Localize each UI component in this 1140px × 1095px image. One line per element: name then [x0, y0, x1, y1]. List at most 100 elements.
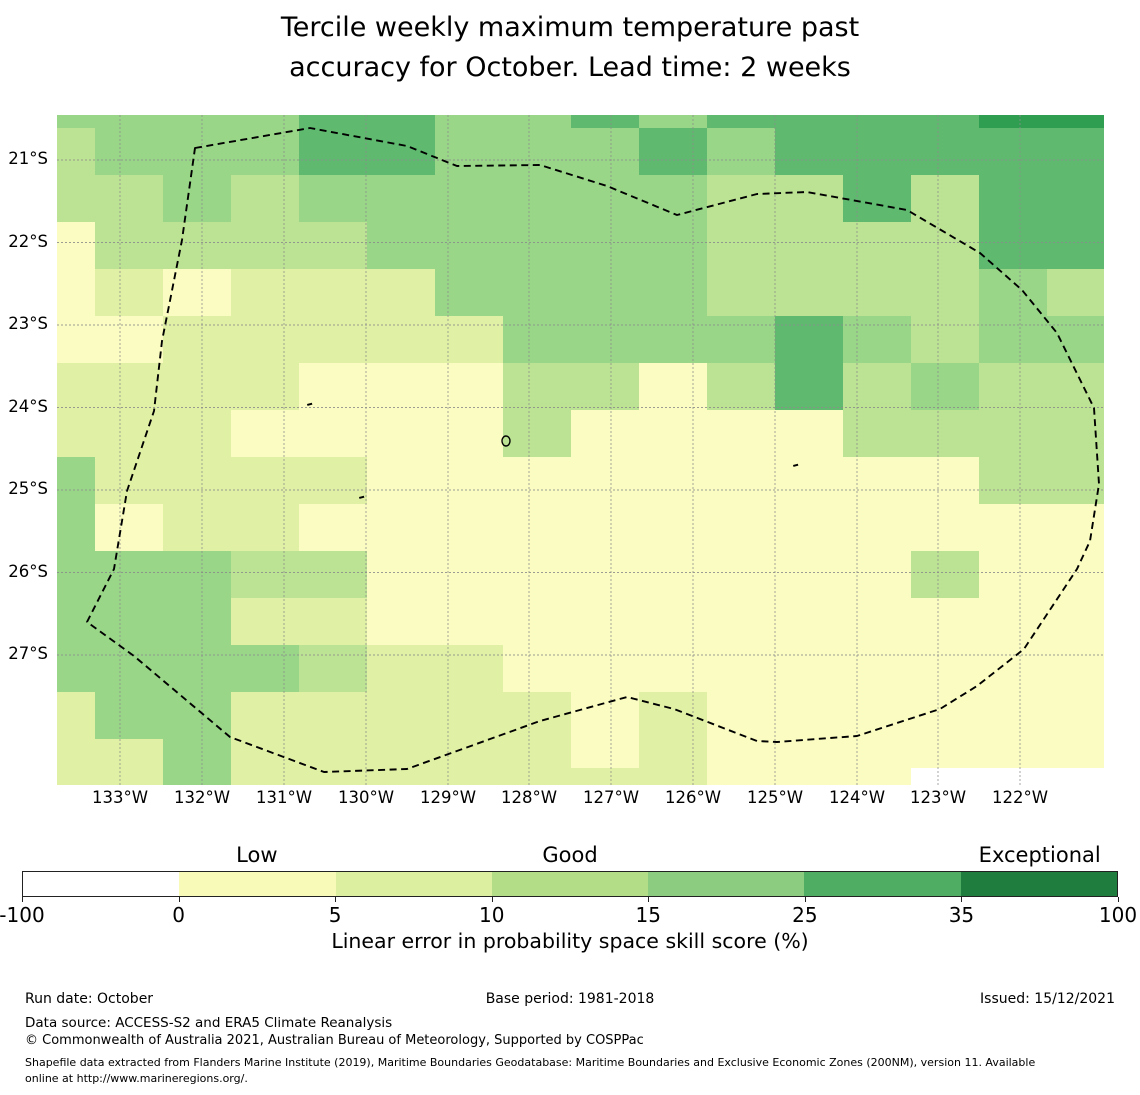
heatmap-cell: [95, 768, 163, 785]
heatmap-cell: [843, 768, 911, 785]
heatmap-cell: [163, 551, 231, 598]
heatmap-cell: [911, 768, 979, 785]
colorbar-tick-label: 100: [1098, 903, 1138, 927]
island-marker: [359, 495, 365, 499]
heatmap-cell: [775, 692, 843, 739]
island-marker: [307, 402, 313, 406]
footer-run-date: Run date: October: [25, 991, 154, 1007]
heatmap-cell: [979, 645, 1047, 692]
colorbar-tick-mark: [178, 897, 180, 902]
y-tick-label: 22°S: [8, 231, 48, 251]
heatmap-cell: [57, 222, 95, 269]
heatmap-cell: [435, 768, 503, 785]
colorbar-tick-label: 5: [328, 903, 342, 927]
heatmap-cell: [299, 598, 367, 645]
heatmap-cell: [503, 645, 571, 692]
heatmap-cell: [571, 175, 639, 222]
heatmap-cell: [299, 316, 367, 363]
colorbar-tick-label: 0: [172, 903, 185, 927]
heatmap-cell: [707, 128, 775, 175]
heatmap-cell: [367, 175, 435, 222]
x-tick-label: 123°W: [909, 788, 967, 807]
heatmap-cell: [367, 222, 435, 269]
heatmap-cell: [163, 175, 231, 222]
footer-shapefile-attribution-line2: online at http://www.marineregions.org/.: [25, 1072, 248, 1085]
heatmap-cell: [299, 551, 367, 598]
heatmap-cell: [435, 175, 503, 222]
colorbar-tick-label: -100: [0, 903, 45, 927]
heatmap-cell: [707, 768, 775, 785]
x-tick-label: 122°W: [991, 788, 1049, 807]
heatmap-cell: [163, 128, 231, 175]
colorbar-tick-label: 25: [792, 903, 818, 927]
heatmap-cell: [775, 115, 843, 128]
heatmap-cell: [57, 457, 95, 504]
heatmap-cell: [775, 768, 843, 785]
heatmap-cell: [435, 739, 503, 768]
x-tick-label: 132°W: [173, 788, 231, 807]
heatmap-cell: [775, 645, 843, 692]
heatmap-cell: [639, 504, 707, 551]
y-tick-label: 27°S: [8, 644, 48, 663]
colorbar-segment: [648, 872, 805, 896]
heatmap-cell: [843, 175, 911, 222]
heatmap-cell: [639, 269, 707, 316]
heatmap-cell: [843, 551, 911, 598]
heatmap-cell: [435, 410, 503, 457]
heatmap-cell: [639, 645, 707, 692]
heatmap-cell: [163, 768, 231, 785]
chart-title-line1: Tercile weekly maximum temperature past: [280, 12, 860, 43]
heatmap-cell: [163, 645, 231, 692]
heatmap-cell: [979, 457, 1047, 504]
heatmap-cell: [707, 598, 775, 645]
colorbar-tick-label: 10: [478, 903, 505, 927]
heatmap-cell: [911, 222, 979, 269]
heatmap-cell: [95, 410, 163, 457]
heatmap-cell: [57, 551, 95, 598]
heatmap-cell: [843, 457, 911, 504]
heatmap-cell: [979, 128, 1047, 175]
heatmap-cell: [95, 739, 163, 768]
heatmap-cell: [57, 128, 95, 175]
heatmap-cell: [1047, 457, 1104, 504]
heatmap-cell: [775, 316, 843, 363]
heatmap-cell: [571, 504, 639, 551]
heatmap-cell: [163, 363, 231, 410]
heatmap-cell: [163, 115, 231, 128]
heatmap-cell: [639, 598, 707, 645]
colorbar-category-label: Good: [542, 843, 598, 867]
heatmap-cell: [911, 551, 979, 598]
heatmap-cell: [979, 410, 1047, 457]
colorbar-segment: [23, 872, 180, 896]
heatmap-cell: [571, 457, 639, 504]
heatmap-cell: [231, 175, 299, 222]
heatmap-cell: [95, 269, 163, 316]
heatmap-cell: [231, 645, 299, 692]
heatmap-cell: [639, 739, 707, 768]
heatmap-cell: [299, 269, 367, 316]
colorbar-category-label: Exceptional: [978, 843, 1101, 867]
heatmap-cell: [775, 551, 843, 598]
eez-boundary-dashed-outline: [86, 127, 1100, 773]
heatmap-cell: [571, 692, 639, 739]
heatmap-cell: [979, 175, 1047, 222]
x-tick-label: 127°W: [582, 788, 640, 807]
heatmap-cell: [503, 175, 571, 222]
heatmap-cell: [367, 598, 435, 645]
heatmap-cell: [503, 115, 571, 128]
colorbar-tick-mark: [335, 897, 337, 902]
heatmap-cell: [1047, 739, 1104, 768]
heatmap-cell: [367, 363, 435, 410]
chart-title: Tercile weekly maximum temperature past …: [0, 8, 1140, 88]
heatmap-cell: [435, 269, 503, 316]
heatmap-cell: [367, 504, 435, 551]
heatmap-cell: [1047, 410, 1104, 457]
heatmap-cell: [639, 768, 707, 785]
heatmap-cell: [163, 598, 231, 645]
heatmap-cell: [435, 645, 503, 692]
heatmap-cell: [843, 115, 911, 128]
heatmap-cell: [911, 128, 979, 175]
heatmap-cell: [435, 551, 503, 598]
heatmap-cell: [571, 645, 639, 692]
heatmap-cell: [503, 316, 571, 363]
